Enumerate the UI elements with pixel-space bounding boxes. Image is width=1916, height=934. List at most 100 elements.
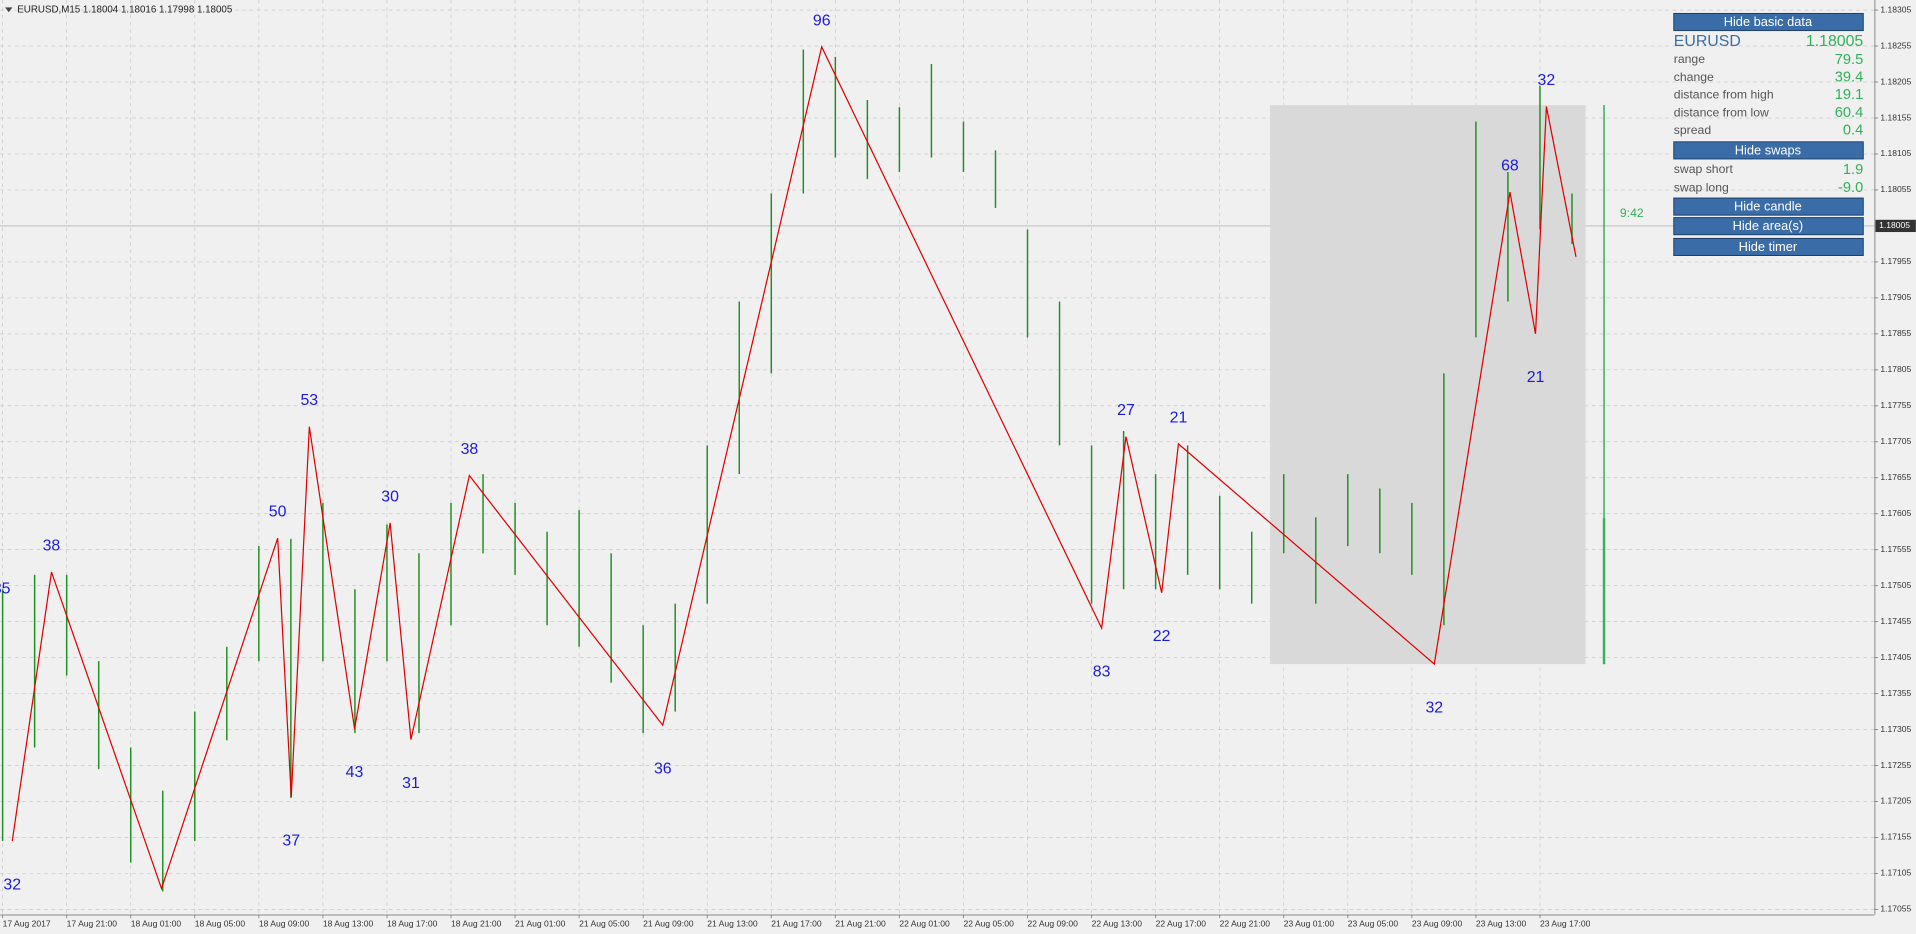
x-tick-label: 22 Aug 01:00 [899, 918, 950, 928]
y-tick-label: 1.17505 [1880, 580, 1911, 590]
swaps: swap short 1.9 swap long -9.0 [1674, 162, 1863, 196]
x-tick-label: 18 Aug 17:00 [387, 918, 438, 928]
y-tick-label: 1.17605 [1880, 508, 1911, 518]
swing-label: 53 [300, 392, 318, 409]
y-tick-label: 1.18305 [1880, 4, 1911, 14]
button-label[interactable]: Hide timer [1739, 239, 1798, 254]
button-label[interactable]: Hide swaps [1735, 142, 1801, 157]
button[interactable] [1673, 237, 1864, 256]
y-tick-label: 1.17905 [1880, 292, 1911, 302]
price: 1.18005 [1806, 33, 1864, 50]
grid [0, 0, 1875, 915]
x-tick-label: 23 Aug 05:00 [1348, 918, 1399, 928]
x-tick-label: 18 Aug 05:00 [195, 918, 246, 928]
swing-label: 31 [402, 775, 420, 792]
swing-label: 38 [43, 538, 61, 555]
header: EURUSD,M15 1.18004 1.18016 1.17998 1.180… [17, 4, 233, 15]
swing-label: 38 [461, 441, 479, 458]
x-tick-label: 21 Aug 17:00 [771, 918, 822, 928]
y-tick-label: 1.17805 [1880, 364, 1911, 374]
timer-label: 9:42 [1620, 206, 1644, 220]
x-tick-label: 17 Aug 21:00 [67, 918, 118, 928]
button[interactable] [1673, 12, 1864, 32]
y-tick-label: 1.17555 [1880, 544, 1911, 554]
swing-label: 68 [1501, 158, 1519, 175]
row-value: 60.4 [1835, 105, 1864, 121]
x-tick-label: 21 Aug 05:00 [579, 918, 630, 928]
button-label[interactable]: Hide basic data [1724, 14, 1813, 29]
current-price-box [1875, 219, 1916, 233]
bars-layer [1, 49, 1573, 892]
y-tick-label: 1.17655 [1880, 472, 1911, 482]
y-tick-label: 1.17755 [1880, 400, 1911, 410]
x-tick-label: 23 Aug 01:00 [1284, 918, 1335, 928]
swing-label: 32 [3, 876, 21, 893]
row-label: distance from high [1674, 88, 1774, 102]
button[interactable] [1673, 217, 1864, 236]
zigzag-layer: 32 38 50 37 53 43 30 31 38 36 96 83 27 22 21 32 68 21 32 35… [0, 12, 1644, 893]
x-tick-label: 17 Aug 2017 [3, 918, 51, 928]
x-tick-label: 22 Aug 09:00 [1028, 918, 1079, 928]
header-icon [5, 7, 13, 13]
button[interactable] [1673, 141, 1864, 160]
x-tick-label: 23 Aug 17:00 [1540, 918, 1591, 928]
x-tick-label: 23 Aug 09:00 [1412, 918, 1463, 928]
y-tick-label: 1.18155 [1880, 112, 1911, 122]
symbol: EURUSD [1674, 33, 1741, 50]
swing-label: 32 [1538, 72, 1556, 89]
y-tick-label: 1.18055 [1880, 184, 1911, 194]
button[interactable] [1673, 197, 1864, 216]
y-tick-label: 1.17855 [1880, 328, 1911, 338]
info-panel: Hide basic data EURUSD 1.18005 range 79.5… [1673, 12, 1864, 256]
row-value: 39.4 [1835, 70, 1864, 86]
y-tick-label: 1.17955 [1880, 256, 1911, 266]
x-tick-label: 18 Aug 01:00 [131, 918, 182, 928]
row-value: 0.4 [1843, 123, 1863, 139]
x-tick-label: 23 Aug 13:00 [1476, 918, 1527, 928]
current-price-label: 1.18005 [1879, 220, 1910, 230]
y-tick-label: 1.18255 [1880, 40, 1911, 50]
x-tick-label: 18 Aug 21:00 [451, 918, 502, 928]
button-label[interactable]: Hide candle [1734, 199, 1802, 214]
area-layer [1270, 105, 1586, 665]
row-label: spread [1674, 123, 1712, 137]
row-label: distance from low [1674, 105, 1769, 119]
swing-label: 22 [1153, 628, 1171, 645]
row-label: swap long [1674, 181, 1729, 195]
swing-label: 83 [1093, 663, 1111, 680]
x-tick-label: 22 Aug 13:00 [1092, 918, 1143, 928]
x-tick-label: 18 Aug 09:00 [259, 918, 310, 928]
y-tick-label: 1.17405 [1880, 652, 1911, 662]
y-tick-label: 1.17455 [1880, 616, 1911, 626]
swing-label: 43 [346, 764, 364, 781]
y-tick-label: 1.17305 [1880, 724, 1911, 734]
x-tick-label: 22 Aug 17:00 [1156, 918, 1207, 928]
y-tick-label: 1.17055 [1880, 904, 1911, 914]
swing-label: 30 [381, 489, 399, 506]
y-tick-label: 1.17155 [1880, 832, 1911, 842]
y-tick-label: 1.17105 [1880, 868, 1911, 878]
swing-label: 50 [269, 504, 287, 521]
swing-label: 37 [282, 832, 300, 849]
y-tick-label: 1.17255 [1880, 760, 1911, 770]
y-tick-label: 1.17705 [1880, 436, 1911, 446]
swing-label: 35 [0, 580, 11, 597]
row-label: range [1674, 52, 1705, 66]
swing-label: 21 [1170, 409, 1188, 426]
x-tick-label: 21 Aug 13:00 [707, 918, 758, 928]
row-value: -9.0 [1838, 180, 1863, 196]
swing-label: 36 [654, 760, 672, 777]
axes-layer: 1.17055 1.17105 1.17155 1.17205 1.17255 1.173… [2, 4, 1916, 928]
x-tick-label: 22 Aug 05:00 [963, 918, 1014, 928]
y-tick-label: 1.18105 [1880, 148, 1911, 158]
y-tick-label: 1.17355 [1880, 688, 1911, 698]
row-value: 1.9 [1843, 162, 1863, 178]
x-tick-label: 22 Aug 21:00 [1220, 918, 1271, 928]
button-label[interactable]: Hide area(s) [1733, 218, 1804, 233]
swing-label: 21 [1527, 369, 1545, 386]
rows: range 79.5 change 39.4 distance from high 19.… [1674, 52, 1863, 139]
x-tick-label: 21 Aug 09:00 [643, 918, 694, 928]
